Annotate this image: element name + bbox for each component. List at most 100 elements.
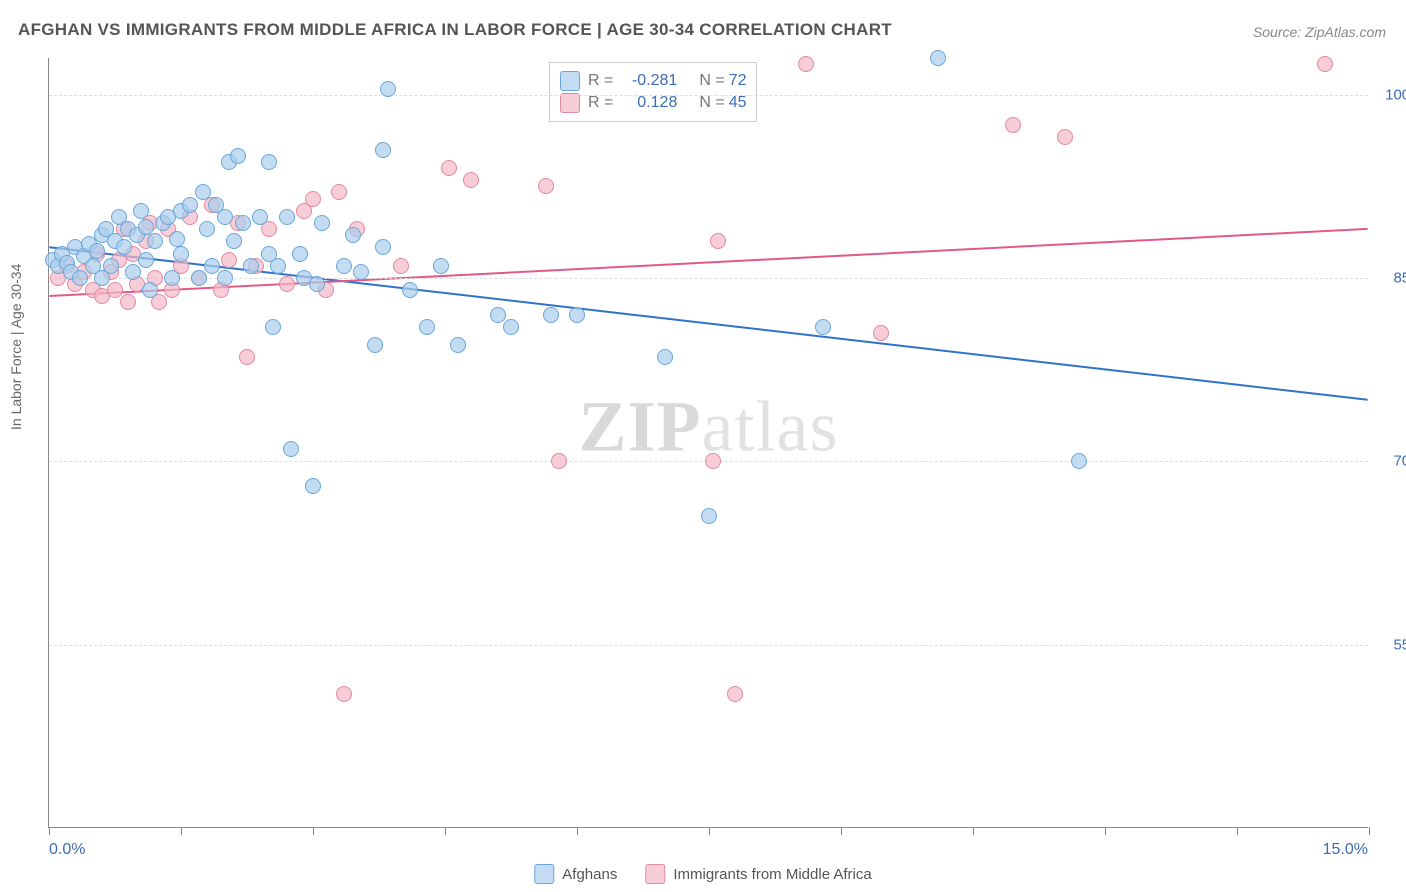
scatter-point-a [270,258,286,274]
x-tick [445,827,446,835]
correlation-row-a: R = -0.281 N = 72 [560,71,746,91]
scatter-point-a [345,227,361,243]
scatter-point-a [138,219,154,235]
scatter-point-b [336,686,352,702]
x-tick [709,827,710,835]
scatter-point-a [279,209,295,225]
y-tick-label: 85.0% [1376,270,1406,287]
corr-text-b: R = 0.128 N = 45 [588,94,746,112]
x-tick [1369,827,1370,835]
scatter-point-a [265,319,281,335]
legend-item-b: Immigrants from Middle Africa [645,864,871,884]
scatter-point-a [450,337,466,353]
scatter-point-a [283,441,299,457]
trendlines-svg [49,58,1368,827]
swatch-b [560,93,580,113]
scatter-point-a [89,243,105,259]
x-tick [841,827,842,835]
scatter-point-a [367,337,383,353]
scatter-point-a [305,478,321,494]
scatter-point-a [815,319,831,335]
plot-area: ZIPatlas R = -0.281 N = 72 R = 0.128 [48,58,1368,828]
scatter-point-a [543,307,559,323]
x-tick [313,827,314,835]
legend-item-a: Afghans [534,864,617,884]
scatter-point-a [169,231,185,247]
gridline [49,645,1368,646]
scatter-point-a [490,307,506,323]
scatter-point-b [120,294,136,310]
scatter-point-a [125,264,141,280]
scatter-point-a [147,233,163,249]
scatter-point-a [261,154,277,170]
correlation-legend: R = -0.281 N = 72 R = 0.128 N = 45 [549,62,757,122]
x-tick [1105,827,1106,835]
chart-source: Source: ZipAtlas.com [1253,24,1386,40]
scatter-point-b [538,178,554,194]
scatter-point-b [873,325,889,341]
legend-label-b: Immigrants from Middle Africa [673,866,871,883]
scatter-point-a [116,239,132,255]
scatter-point-b [1317,56,1333,72]
x-tick [49,827,50,835]
scatter-point-b [239,349,255,365]
scatter-point-a [138,252,154,268]
scatter-point-a [235,215,251,231]
scatter-point-b [798,56,814,72]
legend-label-a: Afghans [562,866,617,883]
watermark-bold: ZIP [579,387,702,467]
x-tick [1237,827,1238,835]
scatter-point-a [164,270,180,286]
bottom-legend: Afghans Immigrants from Middle Africa [534,864,871,884]
scatter-point-b [221,252,237,268]
chart-title: AFGHAN VS IMMIGRANTS FROM MIDDLE AFRICA … [18,20,892,40]
scatter-point-b [1005,117,1021,133]
r-value-b: 0.128 [617,94,677,112]
scatter-point-a [657,349,673,365]
y-tick-label: 55.0% [1376,636,1406,653]
r-label-a: R = [588,72,613,90]
correlation-row-b: R = 0.128 N = 45 [560,93,746,113]
scatter-point-b [331,184,347,200]
scatter-point-b [305,191,321,207]
scatter-point-a [353,264,369,280]
gridline [49,95,1368,96]
scatter-point-a [226,233,242,249]
scatter-point-a [375,239,391,255]
scatter-point-b [463,172,479,188]
scatter-point-b [551,453,567,469]
n-value-b: 45 [729,94,747,112]
scatter-point-a [217,270,233,286]
scatter-point-b [1057,129,1073,145]
legend-swatch-a [534,864,554,884]
scatter-point-a [182,197,198,213]
scatter-point-a [133,203,149,219]
y-axis-label: In Labor Force | Age 30-34 [8,264,24,430]
gridline [49,278,1368,279]
scatter-point-a [173,246,189,262]
y-tick-label: 70.0% [1376,453,1406,470]
n-value-a: 72 [729,72,747,90]
scatter-point-a [1071,453,1087,469]
scatter-point-b [705,453,721,469]
scatter-point-a [292,246,308,262]
r-label-b: R = [588,94,613,112]
n-label-b: N = [699,94,724,112]
scatter-point-a [72,270,88,286]
x-tick [181,827,182,835]
x-tick [973,827,974,835]
scatter-point-b [727,686,743,702]
scatter-point-a [103,258,119,274]
scatter-point-a [142,282,158,298]
n-label-a: N = [699,72,724,90]
watermark-light: atlas [702,387,839,467]
corr-text-a: R = -0.281 N = 72 [588,72,746,90]
scatter-point-a [309,276,325,292]
scatter-point-a [230,148,246,164]
scatter-point-a [402,282,418,298]
scatter-point-a [503,319,519,335]
scatter-point-b [710,233,726,249]
scatter-point-a [380,81,396,97]
scatter-point-a [375,142,391,158]
chart-container: { "title": "AFGHAN VS IMMIGRANTS FROM MI… [0,0,1406,892]
